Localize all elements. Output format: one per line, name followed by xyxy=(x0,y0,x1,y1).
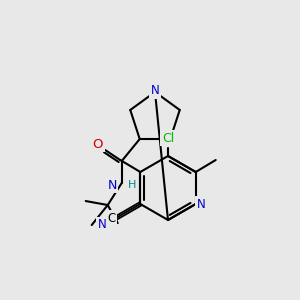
Text: O: O xyxy=(92,137,103,151)
Text: N: N xyxy=(107,178,117,191)
Text: N: N xyxy=(197,197,206,211)
Text: N: N xyxy=(98,218,106,232)
Text: C: C xyxy=(107,212,115,224)
Text: Cl: Cl xyxy=(162,131,174,145)
Text: N: N xyxy=(151,85,159,98)
Text: H: H xyxy=(128,180,136,190)
